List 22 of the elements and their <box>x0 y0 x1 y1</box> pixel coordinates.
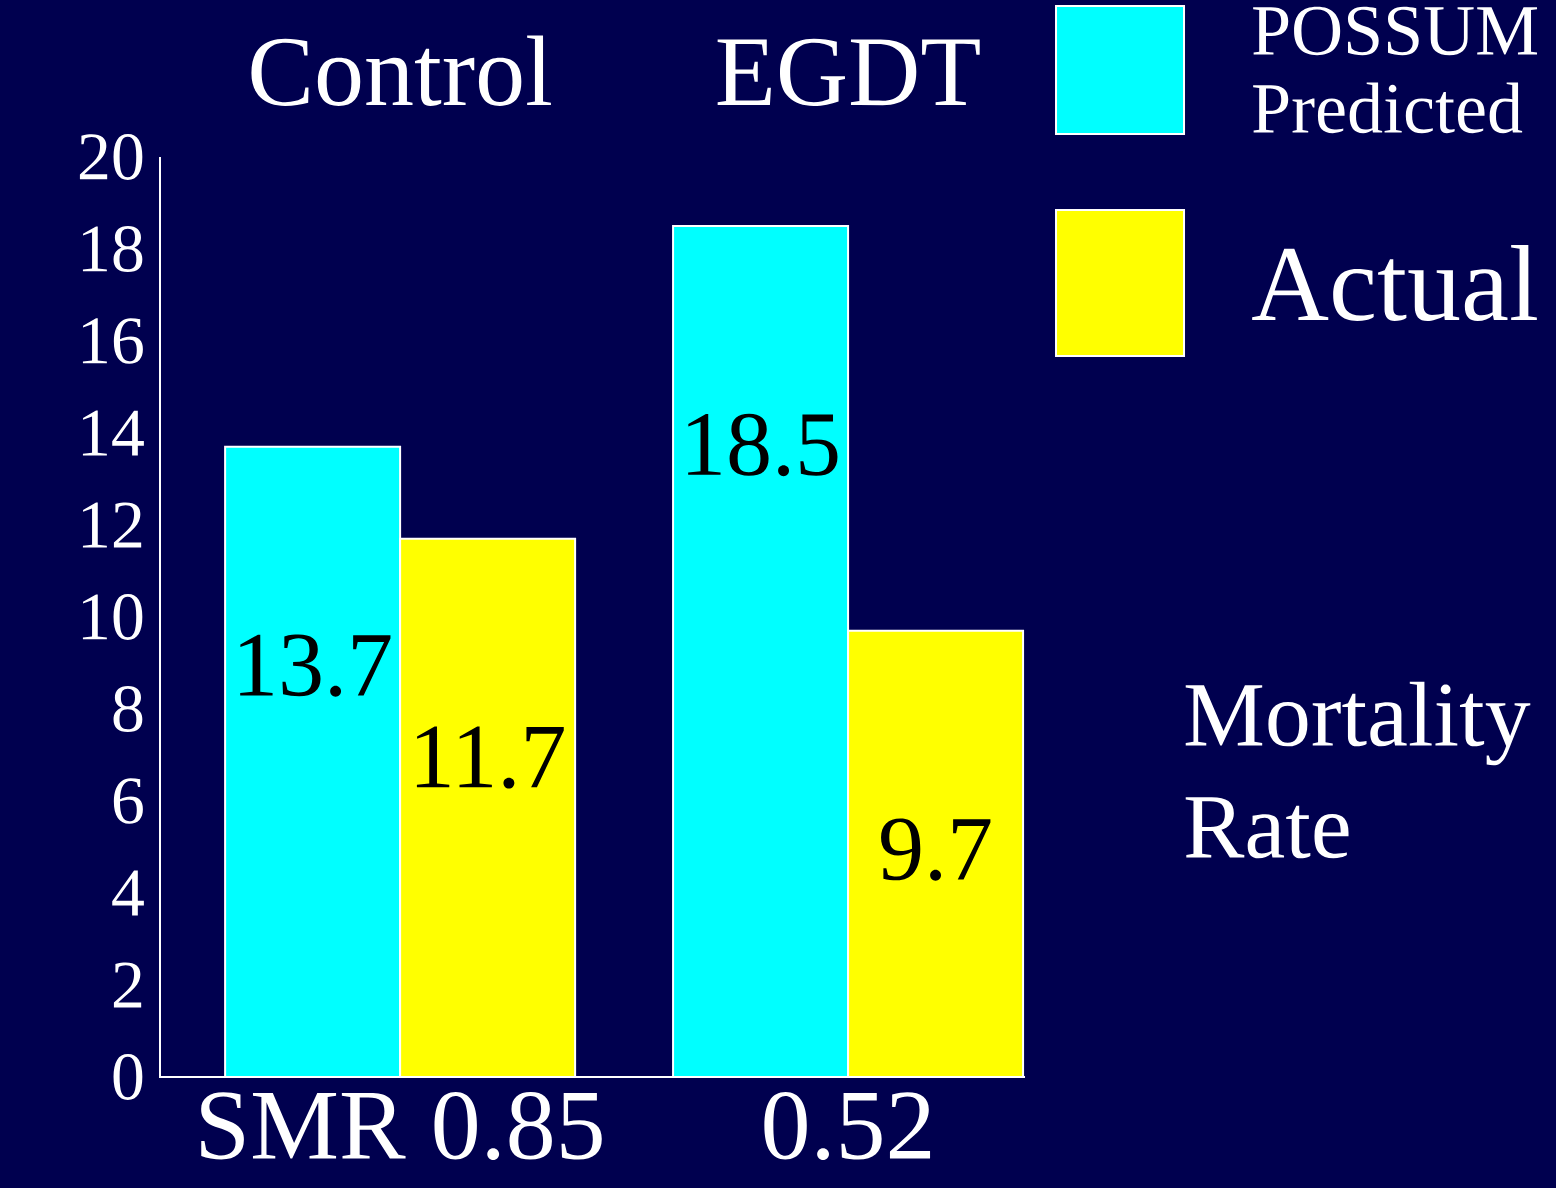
data-label: 9.7 <box>881 818 991 881</box>
y-tick-label: 10 <box>82 594 143 640</box>
data-label: 13.7 <box>240 634 391 697</box>
text: SMR 0.85 <box>201 1092 602 1160</box>
y-tick-label: 18 <box>82 226 143 272</box>
y-tick-label: 2 <box>113 962 142 1008</box>
y-tick-label: 6 <box>113 778 143 824</box>
y-tick-label: 12 <box>82 502 142 548</box>
x-tick-label: EGDT <box>717 38 980 106</box>
text: 0.52 <box>764 1092 931 1160</box>
legend-label: Actual <box>1252 244 1537 321</box>
y-tick-label: 4 <box>112 870 144 916</box>
data-label: 11.7 <box>416 726 564 789</box>
y-tick-label: 16 <box>82 318 143 364</box>
y-tick-label: 20 <box>79 134 143 180</box>
legend-label: POSSUM Predicted <box>1253 6 1538 134</box>
y-tick-label: 0 <box>113 1054 143 1100</box>
y-tick-label: 8 <box>113 686 143 732</box>
y-tick-label: 14 <box>82 410 144 456</box>
data-label: 18.5 <box>688 413 838 477</box>
y-axis-title: Mortality Rate <box>1185 681 1531 859</box>
x-tick-label: Control <box>251 35 551 106</box>
